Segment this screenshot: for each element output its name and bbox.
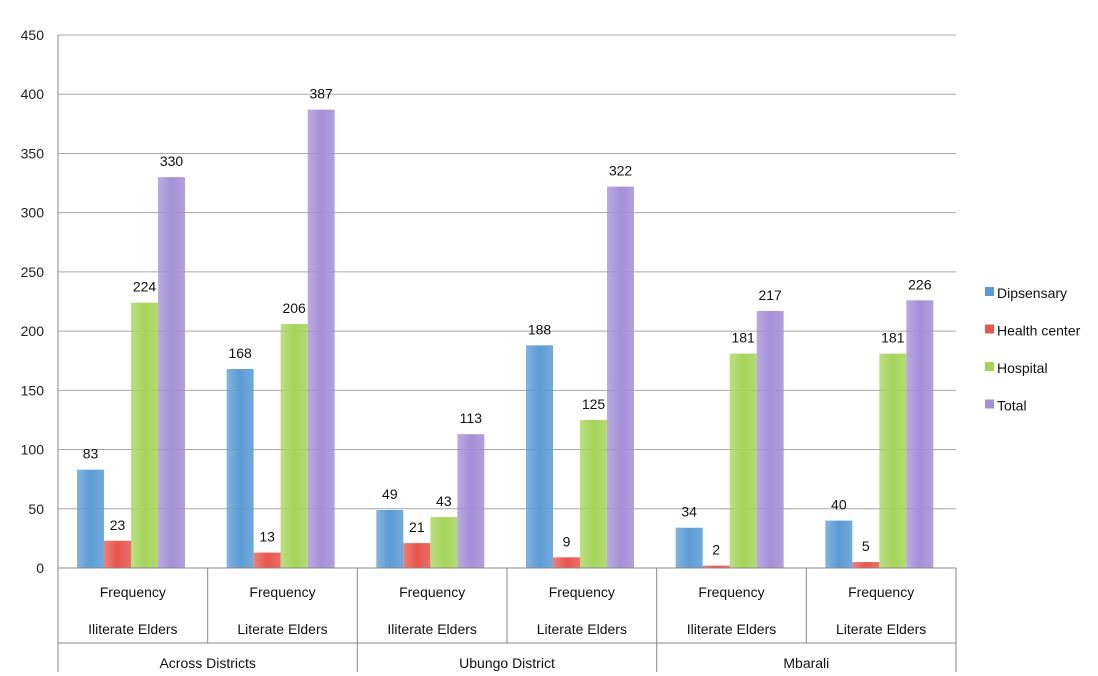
- bar-hospital: [280, 324, 308, 568]
- bar-total: [307, 109, 335, 569]
- legend-swatch: [985, 324, 994, 334]
- x-tick-label: Frequency: [399, 584, 465, 600]
- x-tick-label: Frequency: [698, 584, 764, 600]
- x-tick-label: Literate Elders: [836, 621, 926, 637]
- data-label: 9: [563, 533, 571, 549]
- x-tick-label: Literate Elders: [537, 621, 627, 637]
- bar-dipsensary: [376, 509, 404, 568]
- bar-total: [457, 434, 485, 568]
- bar-hospital: [430, 517, 458, 568]
- legend-swatch: [985, 287, 994, 296]
- y-tick-label: 450: [21, 27, 45, 43]
- data-label: 49: [382, 486, 398, 502]
- x-tick-label: Frequency: [100, 584, 166, 600]
- bar-dipsensary: [675, 527, 703, 568]
- bar-hospital: [879, 353, 907, 568]
- data-label: 113: [460, 410, 483, 426]
- bar-dipsensary: [77, 469, 104, 568]
- y-tick-label: 300: [21, 205, 45, 221]
- data-label: 168: [228, 345, 252, 361]
- y-tick-label: 150: [21, 382, 45, 398]
- data-label: 188: [528, 321, 552, 337]
- data-labels: 83 23 224 330 168 13 206 387 49 21 43 113 188 9 125 322…: [83, 86, 932, 558]
- y-tick-label: 200: [21, 323, 45, 339]
- y-tick-label: 50: [28, 501, 44, 517]
- legend-label: Health center: [997, 323, 1081, 339]
- gridlines: [58, 34, 956, 569]
- bar-hospital: [580, 419, 607, 568]
- legend-swatch: [985, 399, 994, 409]
- bars: [77, 109, 934, 569]
- legend-label: Dipsensary: [997, 285, 1067, 301]
- bar-health-center: [852, 562, 880, 568]
- bar-total: [158, 177, 185, 568]
- x-group-label: Ubungo District: [459, 655, 555, 671]
- data-label: 322: [609, 163, 633, 179]
- data-label: 2: [712, 542, 720, 558]
- bar-dipsensary: [825, 520, 853, 568]
- bar-health-center: [253, 552, 281, 568]
- bar-dipsensary: [526, 345, 553, 568]
- data-label: 387: [309, 86, 333, 102]
- data-label: 181: [881, 330, 905, 346]
- data-label: 40: [831, 497, 847, 513]
- bar-dipsensary: [226, 369, 254, 568]
- data-label: 181: [731, 330, 755, 346]
- bar-total: [906, 300, 934, 568]
- legend: Dipsensary Health center Hospital Total: [985, 285, 1081, 414]
- bar-hospital: [729, 353, 757, 568]
- bar-hospital: [131, 302, 158, 568]
- x-tick-label: Frequency: [249, 584, 315, 600]
- x-group-label: Across Districts: [159, 655, 255, 671]
- bar-health-center: [104, 540, 131, 568]
- y-tick-label: 100: [21, 442, 45, 458]
- data-label: 125: [582, 396, 606, 412]
- bar-health-center: [553, 557, 580, 568]
- y-tick-label: 0: [36, 560, 44, 576]
- x-tick-label: Iliterate Elders: [88, 621, 177, 637]
- legend-label: Total: [997, 398, 1027, 414]
- data-label: 13: [259, 529, 275, 545]
- data-label: 206: [282, 300, 306, 316]
- data-label: 43: [436, 493, 452, 509]
- data-label: 83: [83, 446, 99, 462]
- data-label: 217: [758, 287, 782, 303]
- bar-health-center: [702, 565, 730, 568]
- y-tick-label: 350: [21, 145, 45, 161]
- x-axis: Frequency Iliterate Elders Frequency Litera…: [57, 567, 957, 672]
- x-tick-label: Iliterate Elders: [387, 621, 476, 637]
- data-label: 21: [409, 519, 425, 535]
- y-tick-label: 250: [21, 264, 45, 280]
- data-label: 330: [160, 153, 184, 169]
- x-group-label: Mbarali: [783, 655, 829, 671]
- x-tick-label: Iliterate Elders: [687, 621, 776, 637]
- x-tick-label: Frequency: [549, 584, 615, 600]
- data-label: 5: [862, 538, 870, 554]
- data-label: 226: [908, 276, 932, 292]
- data-label: 34: [681, 504, 697, 520]
- data-label: 224: [133, 279, 157, 295]
- legend-swatch: [985, 362, 994, 371]
- data-label: 23: [110, 517, 126, 533]
- bar-health-center: [403, 543, 431, 568]
- x-tick-label: Frequency: [848, 584, 914, 600]
- y-tick-label: 400: [21, 86, 45, 102]
- x-tick-label: Literate Elders: [237, 621, 327, 637]
- legend-label: Hospital: [997, 360, 1048, 376]
- y-axis: 0 50 100 150 200 250 300 350 400 450: [21, 27, 59, 576]
- bar-total: [756, 310, 784, 568]
- bar-total: [607, 186, 634, 568]
